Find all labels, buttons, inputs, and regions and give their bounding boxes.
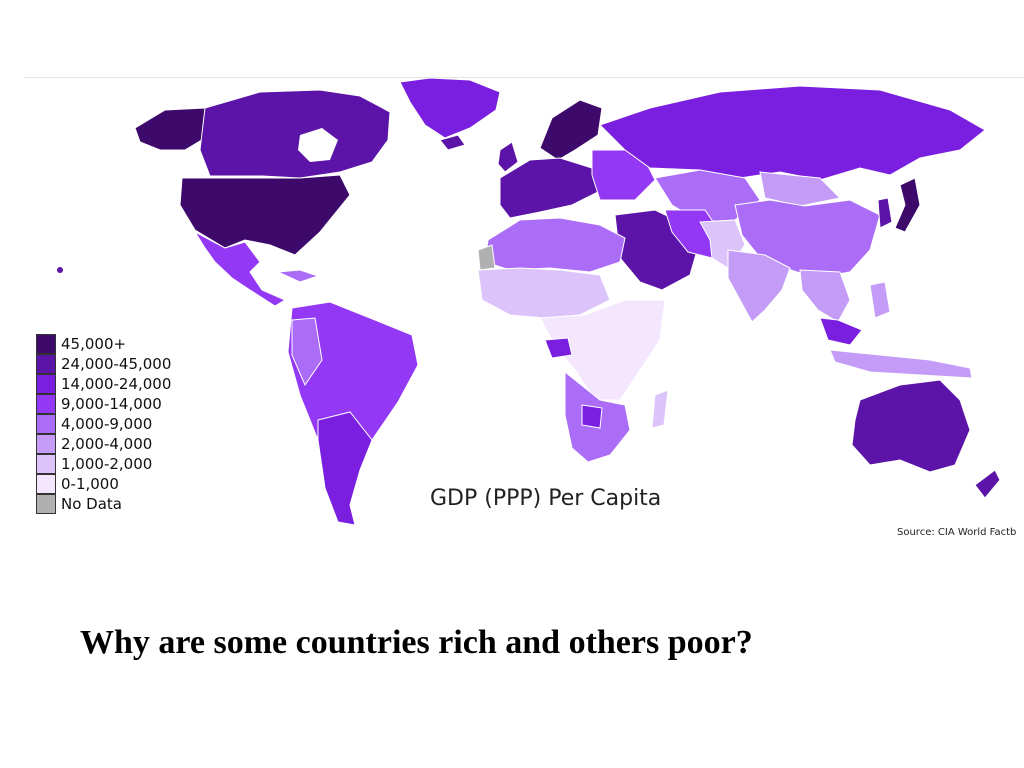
- region-southern-cone: [317, 411, 373, 526]
- map-source-credit: Source: CIA World Factb: [897, 527, 1017, 538]
- region-iceland: [439, 134, 466, 151]
- region-madagascar: [651, 389, 669, 429]
- region-indonesia: [829, 349, 973, 379]
- legend-swatch: [36, 394, 56, 414]
- region-north-africa: [484, 217, 626, 273]
- legend-swatch: [36, 494, 56, 514]
- legend-label: 1,000-2,000: [61, 455, 153, 473]
- region-andes: [291, 317, 323, 387]
- region-japan: [894, 177, 921, 233]
- region-usa: [179, 174, 351, 256]
- region-western-sahara: [477, 244, 496, 271]
- legend-swatch: [36, 474, 56, 494]
- region-philippines: [869, 281, 891, 319]
- region-australia: [851, 379, 971, 473]
- divider: [24, 77, 1024, 78]
- legend-label: 0-1,000: [61, 475, 119, 493]
- legend-item: 45,000+: [36, 334, 171, 354]
- region-west-africa: [477, 267, 611, 319]
- legend-swatch: [36, 334, 56, 354]
- region-mexico: [193, 230, 287, 307]
- legend-swatch: [36, 454, 56, 474]
- region-malaysia: [819, 317, 863, 346]
- region-russia: [599, 85, 986, 181]
- legend-swatch: [36, 414, 56, 434]
- legend-label: 9,000-14,000: [61, 395, 162, 413]
- region-mongolia: [759, 171, 842, 207]
- region-greenland: [399, 77, 501, 139]
- region-botswana: [581, 404, 603, 429]
- map-legend: 45,000+ 24,000-45,000 14,000-24,000 9,00…: [36, 334, 171, 514]
- legend-item: No Data: [36, 494, 171, 514]
- legend-label: 24,000-45,000: [61, 355, 172, 373]
- gdp-world-map-figure: 45,000+ 24,000-45,000 14,000-24,000 9,00…: [24, 77, 1024, 538]
- legend-label: No Data: [61, 495, 122, 513]
- legend-item: 4,000-9,000: [36, 414, 171, 434]
- legend-item: 2,000-4,000: [36, 434, 171, 454]
- region-caribbean: [276, 269, 320, 283]
- region-central-africa: [539, 299, 666, 401]
- region-hawaii: [57, 267, 63, 273]
- map-title: GDP (PPP) Per Capita: [430, 486, 662, 511]
- slide-question: Why are some countries rich and others p…: [80, 624, 753, 661]
- region-hudson-bay: [298, 128, 338, 162]
- region-uk: [497, 141, 519, 173]
- legend-swatch: [36, 374, 56, 394]
- legend-item: 0-1,000: [36, 474, 171, 494]
- region-southeast-asia: [799, 269, 851, 323]
- region-western-europe: [499, 157, 599, 219]
- legend-label: 45,000+: [61, 335, 127, 353]
- region-korea: [877, 197, 893, 229]
- legend-label: 4,000-9,000: [61, 415, 153, 433]
- legend-item: 24,000-45,000: [36, 354, 171, 374]
- legend-label: 2,000-4,000: [61, 435, 153, 453]
- legend-swatch: [36, 354, 56, 374]
- world-map: [57, 77, 1001, 526]
- legend-item: 1,000-2,000: [36, 454, 171, 474]
- region-india: [727, 249, 791, 323]
- legend-item: 14,000-24,000: [36, 374, 171, 394]
- region-canada: [199, 89, 391, 179]
- region-new-zealand: [974, 469, 1001, 499]
- legend-label: 14,000-24,000: [61, 375, 172, 393]
- region-gabon: [544, 337, 573, 359]
- legend-item: 9,000-14,000: [36, 394, 171, 414]
- legend-swatch: [36, 434, 56, 454]
